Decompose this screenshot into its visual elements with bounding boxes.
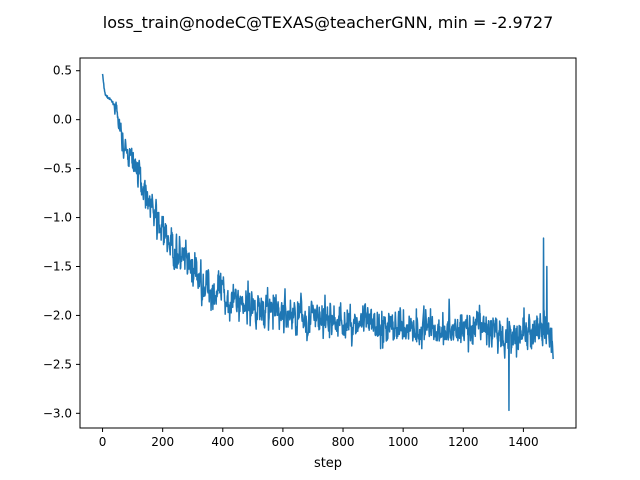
- chart-title: loss_train@nodeC@TEXAS@teacherGNN, min =…: [103, 13, 554, 33]
- y-tick-label: −2.5: [43, 357, 72, 371]
- loss-line: [101, 73, 554, 412]
- y-tick-label: 0.0: [53, 113, 72, 127]
- y-tick-label: 0.5: [53, 64, 72, 78]
- y-tick-label: −3.0: [43, 406, 72, 420]
- y-tick-label: −1.0: [43, 211, 72, 225]
- plot-area: [101, 73, 554, 412]
- x-tick-label: 400: [211, 435, 234, 449]
- x-tick-label: 1400: [508, 435, 539, 449]
- x-tick-label: 1000: [388, 435, 419, 449]
- x-tick-label: 0: [99, 435, 107, 449]
- x-tick-label: 600: [271, 435, 294, 449]
- y-tick-label: −0.5: [43, 162, 72, 176]
- x-tick-label: 200: [151, 435, 174, 449]
- x-tick-label: 800: [332, 435, 355, 449]
- x-axis-label: step: [314, 456, 342, 471]
- y-tick-label: −2.0: [43, 308, 72, 322]
- y-tick-label: −1.5: [43, 259, 72, 273]
- x-tick-label: 1200: [448, 435, 479, 449]
- x-axis: 0 200 400 600 800 1000 1200 1400: [99, 428, 539, 449]
- plot-frame: [79, 57, 577, 429]
- y-axis: 0.5 0.0 −0.5 −1.0 −1.5 −2.0 −2.5 −3.0: [43, 64, 80, 420]
